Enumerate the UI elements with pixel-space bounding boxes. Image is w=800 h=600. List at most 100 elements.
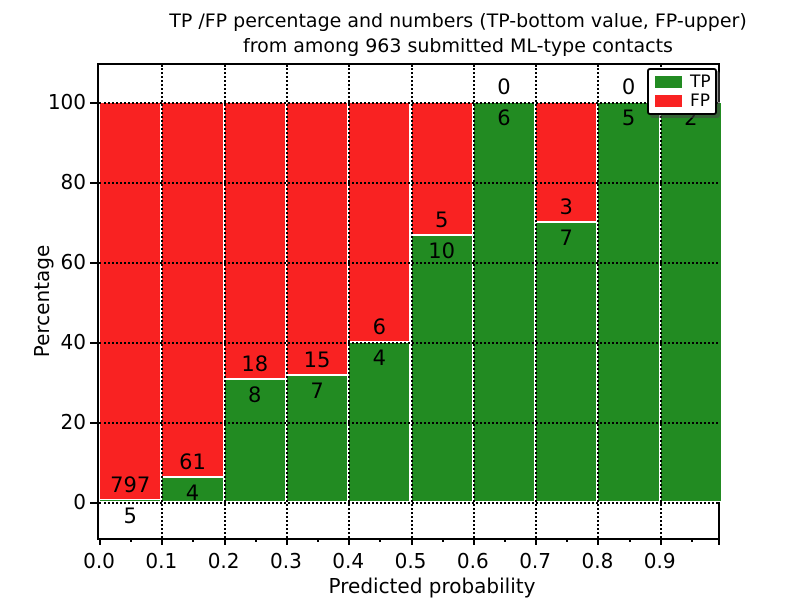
gridline-horizontal (99, 342, 718, 344)
gridline-horizontal (99, 102, 718, 104)
gridline-vertical (472, 65, 475, 538)
x-tick-label: 0.6 (456, 549, 489, 573)
y-tick-mark (90, 422, 97, 424)
bar-tp-count: 5 (621, 106, 636, 130)
x-tick-minor (192, 538, 195, 542)
x-tick-minor (690, 538, 693, 542)
x-tick-minor (503, 538, 506, 542)
y-tick-label: 20 (60, 410, 86, 434)
x-tick-mark (597, 538, 600, 545)
x-tick-mark (348, 538, 351, 545)
bar-segment-tp (161, 477, 224, 502)
legend-tp-label: TP (690, 72, 711, 92)
bar-fp-count: 0 (621, 75, 636, 99)
bar-tp-count: 5 (123, 503, 137, 528)
x-tick-mark (718, 538, 720, 545)
bar-fp-count: 6 (372, 315, 387, 339)
bar-fp-count: 3 (559, 195, 573, 219)
x-tick-mark (659, 538, 662, 545)
x-tick-label: 0.9 (643, 549, 676, 573)
x-tick-mark (99, 538, 101, 545)
gridline-vertical (535, 65, 538, 538)
y-tick-label: 40 (60, 330, 86, 354)
bar-tp-count: 7 (559, 226, 573, 250)
y-tick-mark (90, 262, 97, 264)
x-tick-label: 0.0 (83, 549, 115, 573)
bar-fp-count: 0 (497, 75, 511, 99)
gridline-vertical (659, 65, 662, 538)
x-tick-mark (223, 538, 226, 545)
x-tick-minor (317, 538, 320, 542)
y-tick-label: 60 (60, 250, 86, 274)
x-axis-label: Predicted probability (328, 574, 536, 598)
bar-tp-count: 8 (248, 382, 262, 407)
gridline-horizontal (99, 262, 718, 264)
bar-segment-tp (535, 222, 598, 502)
x-tick-label: 0.7 (519, 549, 551, 573)
x-tick-label: 0.1 (145, 549, 178, 573)
x-tick-mark (161, 538, 164, 545)
x-tick-mark (472, 538, 475, 545)
bar-segment-fp (535, 102, 598, 222)
gridline-vertical (223, 65, 226, 538)
bar-fp-count: 61 (179, 450, 206, 475)
bar-segment-fp (99, 102, 162, 500)
gridline-horizontal (99, 182, 718, 184)
y-tick-mark (90, 182, 97, 184)
gridline-vertical (597, 65, 600, 538)
y-tick-label: 0 (73, 490, 86, 514)
chart-title-line2: from among 963 submitted ML-type contact… (243, 35, 673, 57)
legend-fp-label: FP (690, 91, 711, 111)
bar-tp-count: 10 (428, 239, 456, 264)
bar-segment-tp (410, 235, 473, 502)
x-tick-label: 0.2 (207, 549, 240, 573)
gridline-horizontal (99, 422, 718, 424)
y-tick-mark (90, 102, 97, 104)
gridline-vertical (410, 65, 413, 538)
gridline-vertical (161, 65, 164, 538)
bar-segment-tp (285, 374, 349, 502)
bar-tp-count: 4 (185, 481, 200, 506)
y-tick-mark (90, 342, 97, 344)
legend-fp-swatch (655, 95, 682, 107)
plot-area: Predicted probability TP FP 797 5 61 4 18 8 15… (48, 63, 722, 598)
legend: TP FP (647, 68, 717, 115)
bar-segment-tp (597, 102, 660, 502)
chart-title-line1: TP /FP percentage and numbers (TP-bottom… (169, 10, 747, 32)
bar-segment-fp (223, 102, 286, 379)
chart-title: TP /FP percentage and numbers (TP-bottom… (58, 9, 800, 59)
bar-fp-count: 797 (110, 472, 151, 497)
bar-fp-count: 5 (434, 208, 449, 233)
y-tick-label: 100 (47, 90, 86, 114)
x-tick-mark (410, 538, 413, 545)
x-tick-minor (441, 538, 444, 542)
y-axis-label: Percentage (30, 244, 54, 358)
x-tick-minor (130, 538, 133, 542)
legend-entry-tp: TP (655, 72, 711, 92)
x-tick-mark (535, 538, 538, 545)
bar-tp-count: 4 (372, 346, 387, 370)
bar-fp-count: 15 (303, 347, 331, 372)
bar-segment-fp (410, 102, 473, 236)
x-tick-minor (628, 538, 631, 542)
gridline-vertical (348, 65, 351, 538)
y-tick-label: 80 (60, 170, 86, 194)
bar-segment-tp (223, 378, 286, 502)
bar-segment-tp (472, 102, 536, 502)
legend-entry-fp: FP (655, 91, 711, 111)
x-tick-mark (285, 538, 288, 545)
x-tick-minor (379, 538, 382, 542)
legend-tp-swatch (655, 76, 682, 88)
bar-tp-count: 6 (497, 106, 511, 130)
x-tick-minor (566, 538, 569, 542)
gridline-horizontal (99, 502, 718, 504)
bar-segment-tp (659, 102, 722, 502)
y-tick-mark (90, 502, 97, 504)
bar-segment-fp (348, 102, 411, 342)
x-tick-label: 0.3 (269, 549, 302, 573)
x-tick-label: 0.4 (332, 549, 365, 573)
gridline-vertical (285, 65, 288, 538)
bar-fp-count: 18 (241, 351, 269, 376)
x-tick-minor (254, 538, 257, 542)
